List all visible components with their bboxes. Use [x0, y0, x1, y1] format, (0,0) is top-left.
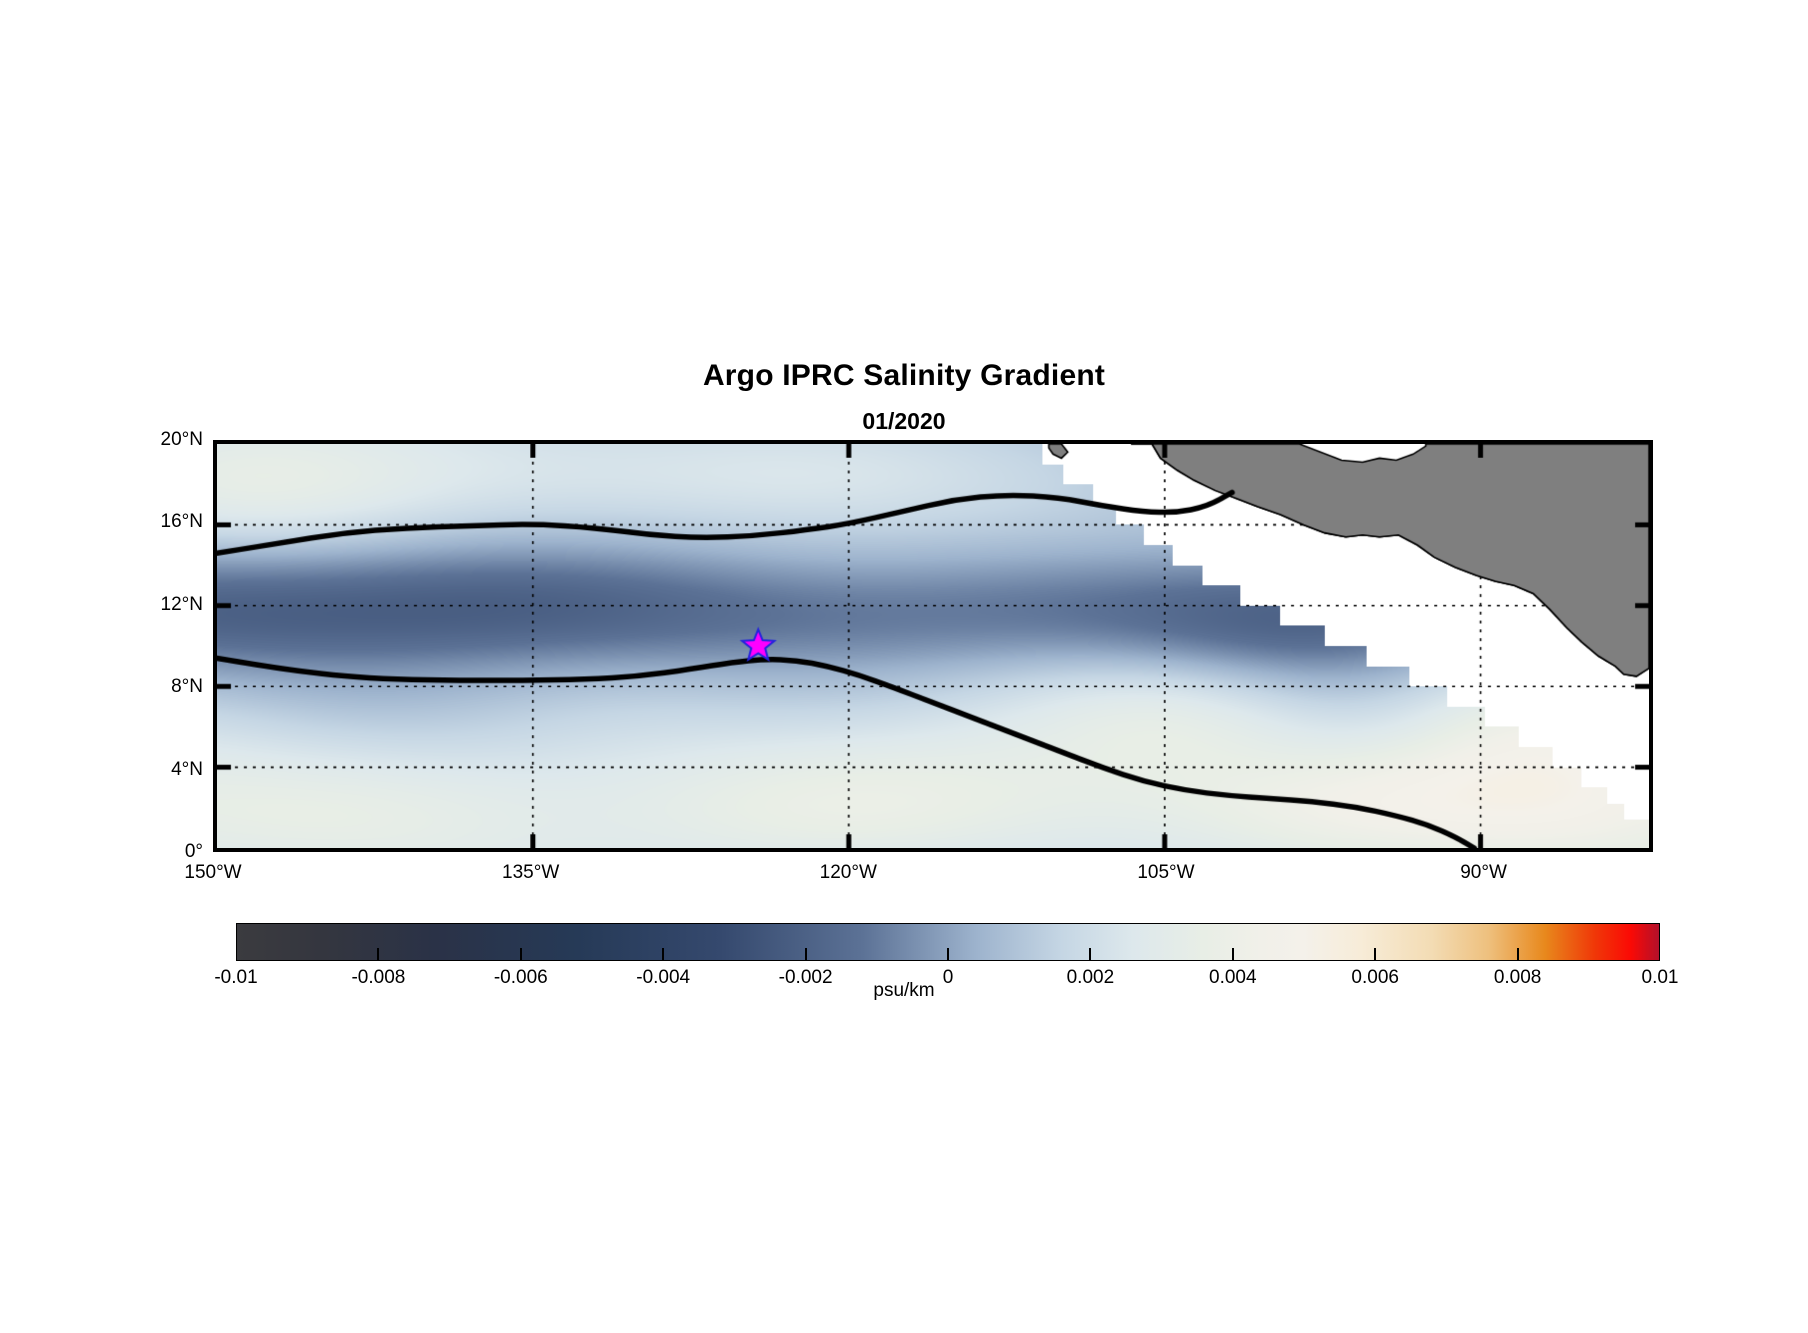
map-plot-area: [213, 440, 1653, 852]
figure-subtitle: 01/2020: [862, 408, 946, 434]
x-tick-label: 120°W: [819, 862, 877, 883]
colorbar-tick-label: 0: [942, 967, 954, 988]
colorbar-tick-mark: [947, 948, 949, 961]
x-tick-label: 150°W: [184, 862, 242, 883]
x-tick-label: 135°W: [502, 862, 560, 883]
colorbar-tick-mark: [662, 948, 665, 961]
page-title: Argo IPRC Salinity Gradient: [702, 359, 1106, 392]
colorbar-unit-label: psu/km: [873, 980, 935, 1001]
colorbar-tick-mark: [1231, 948, 1234, 961]
colorbar-tick-mark: [1516, 948, 1519, 961]
colorbar: -0.01 -0.008 -0.006 -0.004 -0.002 0 0.002 0.004…: [214, 923, 1678, 988]
colorbar-tick-label: -0.006: [493, 967, 548, 988]
colorbar-tick-mark: [1374, 948, 1377, 961]
colorbar-tick-label: -0.008: [351, 967, 406, 988]
x-tick-label: 105°W: [1137, 862, 1195, 883]
y-tick-label: 4°N: [171, 758, 203, 780]
y-tick-label: 16°N: [160, 511, 203, 533]
colorbar-tick-mark: [377, 948, 380, 961]
colorbar-tick-mark: [804, 948, 807, 961]
colorbar-tick-label: -0.01: [214, 967, 258, 988]
colorbar-tick-label: 0.008: [1493, 967, 1542, 988]
colorbar-tick-label: 0.01: [1641, 967, 1679, 988]
y-tick-label: 0°: [184, 841, 203, 862]
colorbar-tick-label: -0.002: [778, 967, 833, 988]
colorbar-tick-label: 0.006: [1351, 967, 1399, 988]
colorbar-tick-mark: [519, 948, 522, 961]
colorbar-tick-mark: [1089, 948, 1092, 961]
y-tick-label: 20°N: [160, 429, 203, 450]
colorbar-tick-label: 0.002: [1066, 967, 1115, 988]
colorbar-tick-label: -0.004: [636, 967, 691, 988]
y-tick-label: 8°N: [171, 676, 203, 698]
x-tick-label: 90°W: [1460, 862, 1507, 883]
y-tick-label: 12°N: [160, 593, 203, 615]
colorbar-tick-label: 0.004: [1209, 967, 1257, 988]
salinity-gradient-map: [217, 444, 1649, 848]
